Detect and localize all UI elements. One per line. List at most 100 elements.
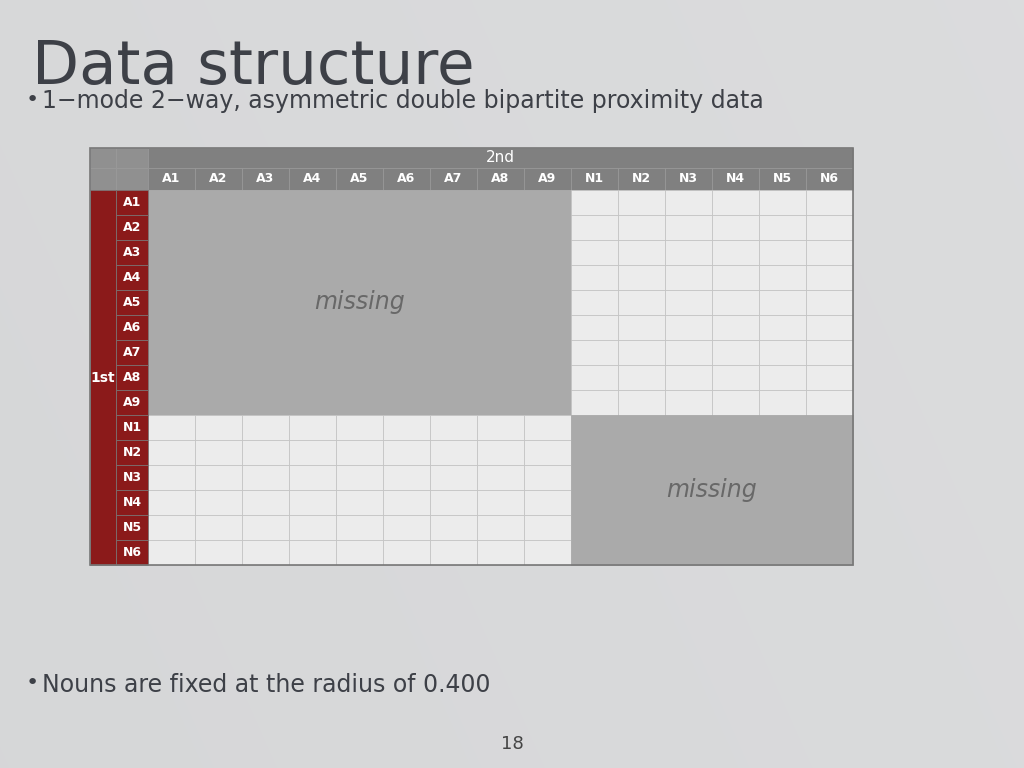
Bar xyxy=(90,148,116,168)
Bar xyxy=(477,490,524,515)
Bar xyxy=(289,290,336,315)
Bar xyxy=(806,168,853,190)
Text: A1: A1 xyxy=(123,196,141,209)
Text: N2: N2 xyxy=(123,446,141,459)
Bar xyxy=(524,390,571,415)
Bar xyxy=(477,515,524,540)
Bar xyxy=(289,340,336,365)
Bar xyxy=(759,540,806,565)
Bar xyxy=(712,365,759,390)
Bar xyxy=(148,190,195,215)
Bar xyxy=(712,190,759,215)
Text: A2: A2 xyxy=(123,221,141,234)
Bar xyxy=(383,440,430,465)
Bar xyxy=(430,515,477,540)
Bar xyxy=(195,315,242,340)
Bar xyxy=(242,540,289,565)
Bar xyxy=(477,215,524,240)
Bar xyxy=(195,290,242,315)
Bar xyxy=(477,540,524,565)
Bar xyxy=(336,190,383,215)
Bar xyxy=(430,440,477,465)
Bar xyxy=(195,390,242,415)
Text: A3: A3 xyxy=(256,173,274,186)
Bar xyxy=(383,240,430,265)
Bar xyxy=(477,415,524,440)
Bar xyxy=(571,315,618,340)
Bar xyxy=(571,240,618,265)
Bar xyxy=(336,515,383,540)
Bar xyxy=(712,290,759,315)
Bar xyxy=(336,540,383,565)
Text: N6: N6 xyxy=(123,546,141,559)
Bar xyxy=(148,440,195,465)
Bar xyxy=(289,490,336,515)
Bar xyxy=(712,440,759,465)
Bar xyxy=(806,415,853,440)
Bar xyxy=(383,540,430,565)
Bar xyxy=(116,240,148,265)
Bar xyxy=(618,215,665,240)
Bar xyxy=(806,240,853,265)
Bar xyxy=(383,415,430,440)
Bar xyxy=(571,390,618,415)
Text: A5: A5 xyxy=(123,296,141,309)
Bar xyxy=(430,315,477,340)
Bar xyxy=(148,265,195,290)
Bar xyxy=(618,490,665,515)
Bar xyxy=(524,240,571,265)
Text: N2: N2 xyxy=(632,173,651,186)
Bar xyxy=(477,340,524,365)
Bar xyxy=(116,190,148,215)
Bar xyxy=(336,440,383,465)
Bar xyxy=(383,190,430,215)
Bar xyxy=(618,515,665,540)
Bar xyxy=(116,315,148,340)
Text: A4: A4 xyxy=(303,173,322,186)
Bar xyxy=(195,240,242,265)
Text: N5: N5 xyxy=(773,173,792,186)
Bar xyxy=(195,365,242,390)
Bar xyxy=(195,265,242,290)
Bar xyxy=(289,390,336,415)
Bar xyxy=(430,540,477,565)
Bar xyxy=(242,240,289,265)
Bar xyxy=(336,340,383,365)
Bar xyxy=(665,415,712,440)
Bar xyxy=(195,215,242,240)
Bar xyxy=(806,265,853,290)
Bar xyxy=(430,240,477,265)
Bar xyxy=(242,415,289,440)
Bar xyxy=(571,415,618,440)
Bar xyxy=(806,390,853,415)
Bar xyxy=(430,365,477,390)
Text: A7: A7 xyxy=(123,346,141,359)
Bar xyxy=(116,390,148,415)
Bar xyxy=(477,190,524,215)
Bar xyxy=(524,168,571,190)
Text: N6: N6 xyxy=(820,173,839,186)
Bar xyxy=(430,415,477,440)
Bar xyxy=(759,168,806,190)
Text: 1−mode 2−way, asymmetric double bipartite proximity data: 1−mode 2−way, asymmetric double bipartit… xyxy=(42,89,764,113)
Bar xyxy=(571,540,618,565)
Bar xyxy=(477,315,524,340)
Bar xyxy=(383,340,430,365)
Bar xyxy=(665,465,712,490)
Bar xyxy=(148,315,195,340)
Text: •: • xyxy=(26,90,39,110)
Bar xyxy=(665,290,712,315)
Bar xyxy=(383,390,430,415)
Bar xyxy=(618,465,665,490)
Bar xyxy=(242,215,289,240)
Bar xyxy=(524,315,571,340)
Bar xyxy=(90,148,853,565)
Bar xyxy=(116,215,148,240)
Bar xyxy=(571,290,618,315)
Bar xyxy=(148,465,195,490)
Text: Nouns are fixed at the radius of 0.400: Nouns are fixed at the radius of 0.400 xyxy=(42,673,490,697)
Bar xyxy=(336,168,383,190)
Bar xyxy=(712,168,759,190)
Bar xyxy=(148,515,195,540)
Bar xyxy=(289,315,336,340)
